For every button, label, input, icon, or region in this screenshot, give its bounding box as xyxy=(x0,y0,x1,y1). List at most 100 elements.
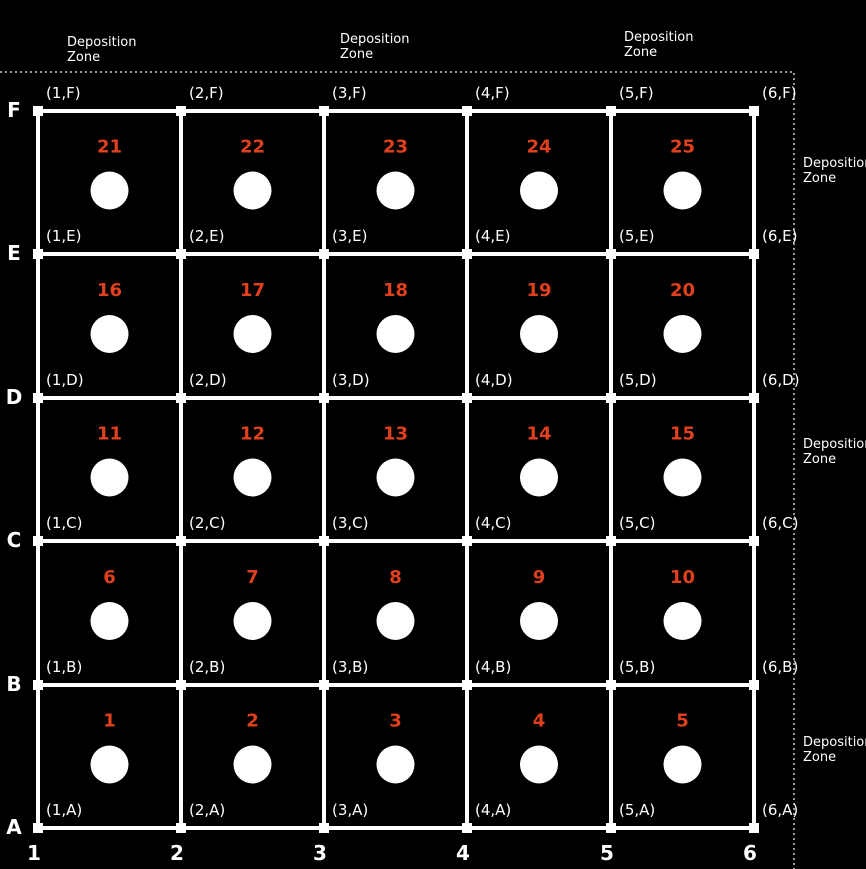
cell: 11 xyxy=(90,424,129,497)
cell: 5 xyxy=(663,711,702,784)
node-coordinate-label: (1,B) xyxy=(46,658,82,676)
deposition-zone-label: Deposition Zone xyxy=(624,30,694,60)
cell-number: 12 xyxy=(240,424,265,445)
cell-number: 21 xyxy=(97,137,122,158)
grid-node xyxy=(462,536,472,546)
deposition-zone-label: Deposition Zone xyxy=(803,437,866,467)
cell: 10 xyxy=(663,567,702,640)
cell: 21 xyxy=(90,137,129,210)
grid-node xyxy=(462,823,472,833)
grid-lines xyxy=(36,109,756,830)
column-label: 6 xyxy=(743,841,757,865)
grid-node xyxy=(33,393,43,403)
node-coordinate-label: (5,A) xyxy=(619,801,655,819)
cell-number: 13 xyxy=(383,424,408,445)
column-label: 4 xyxy=(456,841,470,865)
deposition-zone-label: Deposition Zone xyxy=(803,156,866,186)
grid-node xyxy=(462,106,472,116)
node-coordinate-label: (3,A) xyxy=(332,801,368,819)
cell: 18 xyxy=(376,280,415,353)
cell-number: 1 xyxy=(103,711,116,732)
cell: 3 xyxy=(376,711,415,784)
deposition-zone-border xyxy=(0,71,795,869)
grid-node xyxy=(606,106,616,116)
node-coordinate-label: (5,D) xyxy=(619,371,657,389)
cell-circle xyxy=(90,745,129,784)
cell: 19 xyxy=(520,280,558,353)
grid-node xyxy=(33,680,43,690)
cell-number: 5 xyxy=(676,711,689,732)
node-coordinate-label: (4,B) xyxy=(475,658,511,676)
column-label: 1 xyxy=(27,841,41,865)
node-coordinate-label: (3,F) xyxy=(332,84,367,102)
node-coordinate-label: (5,C) xyxy=(619,514,656,532)
cell-circle xyxy=(663,745,702,784)
node-coordinate-label: (6,F) xyxy=(762,84,797,102)
grid-node xyxy=(606,393,616,403)
column-label: 3 xyxy=(313,841,327,865)
deposition-zone-label: Deposition Zone xyxy=(67,35,137,65)
node-coordinate-label: (2,D) xyxy=(189,371,227,389)
node-coordinate-label: (6,C) xyxy=(762,514,799,532)
cell-circle xyxy=(520,171,558,210)
grid-node xyxy=(462,680,472,690)
cell-number: 23 xyxy=(383,137,408,158)
deposition-zone-boundary xyxy=(0,71,795,869)
cell-circle xyxy=(90,602,129,640)
grid-node xyxy=(749,823,759,833)
cell: 6 xyxy=(90,567,129,640)
cell-circle xyxy=(233,745,272,784)
node-coordinate-label: (3,D) xyxy=(332,371,370,389)
grid-node xyxy=(749,249,759,259)
grid-node xyxy=(606,536,616,546)
grid-node xyxy=(176,393,186,403)
node-coordinate-label: (1,F) xyxy=(46,84,81,102)
cell-number: 3 xyxy=(389,711,402,732)
grid-nodes xyxy=(33,106,759,833)
cell: 17 xyxy=(233,280,272,353)
cell-number: 24 xyxy=(526,137,551,158)
cell-circle xyxy=(520,315,558,353)
cell: 8 xyxy=(376,567,415,640)
cell-number: 10 xyxy=(670,567,695,588)
column-label: 5 xyxy=(600,841,614,865)
grid-node xyxy=(462,249,472,259)
node-coordinate-label: (4,C) xyxy=(475,514,512,532)
cell-circle xyxy=(520,602,558,640)
cell-circle xyxy=(520,745,558,784)
grid-node xyxy=(176,680,186,690)
cell: 4 xyxy=(520,711,558,784)
cell-number: 17 xyxy=(240,280,265,301)
deposition-zone-label: Deposition Zone xyxy=(803,735,866,765)
cell: 24 xyxy=(520,137,558,210)
node-coordinate-labels: (1,A) (2,A) (3,A) (4,A) (5,A) (6,A) (1,B) (2,B)… xyxy=(46,84,800,819)
deposition-zone-label: Deposition Zone xyxy=(340,32,410,62)
cell: 9 xyxy=(520,567,558,640)
cell-number: 16 xyxy=(97,280,122,301)
cell: 12 xyxy=(233,424,272,497)
grid-node xyxy=(319,823,329,833)
cell: 25 xyxy=(663,137,702,210)
cell-number: 9 xyxy=(533,567,546,588)
cell-circle xyxy=(233,602,272,640)
grid-node xyxy=(749,536,759,546)
cell-circle xyxy=(233,458,272,497)
cell-number: 14 xyxy=(526,424,551,445)
grid-node xyxy=(749,680,759,690)
node-coordinate-label: (4,A) xyxy=(475,801,511,819)
cell: 20 xyxy=(663,280,702,353)
grid-node xyxy=(606,249,616,259)
cell: 22 xyxy=(233,137,272,210)
row-label: B xyxy=(6,672,21,696)
cell-circle xyxy=(376,458,415,497)
cell-circle xyxy=(90,171,129,210)
node-coordinate-label: (4,D) xyxy=(475,371,513,389)
node-coordinate-label: (6,E) xyxy=(762,227,798,245)
cell: 7 xyxy=(233,567,272,640)
cell-circle xyxy=(663,602,702,640)
node-coordinate-label: (2,B) xyxy=(189,658,225,676)
node-coordinate-label: (5,F) xyxy=(619,84,654,102)
grid-node xyxy=(749,393,759,403)
cell-number: 8 xyxy=(389,567,402,588)
